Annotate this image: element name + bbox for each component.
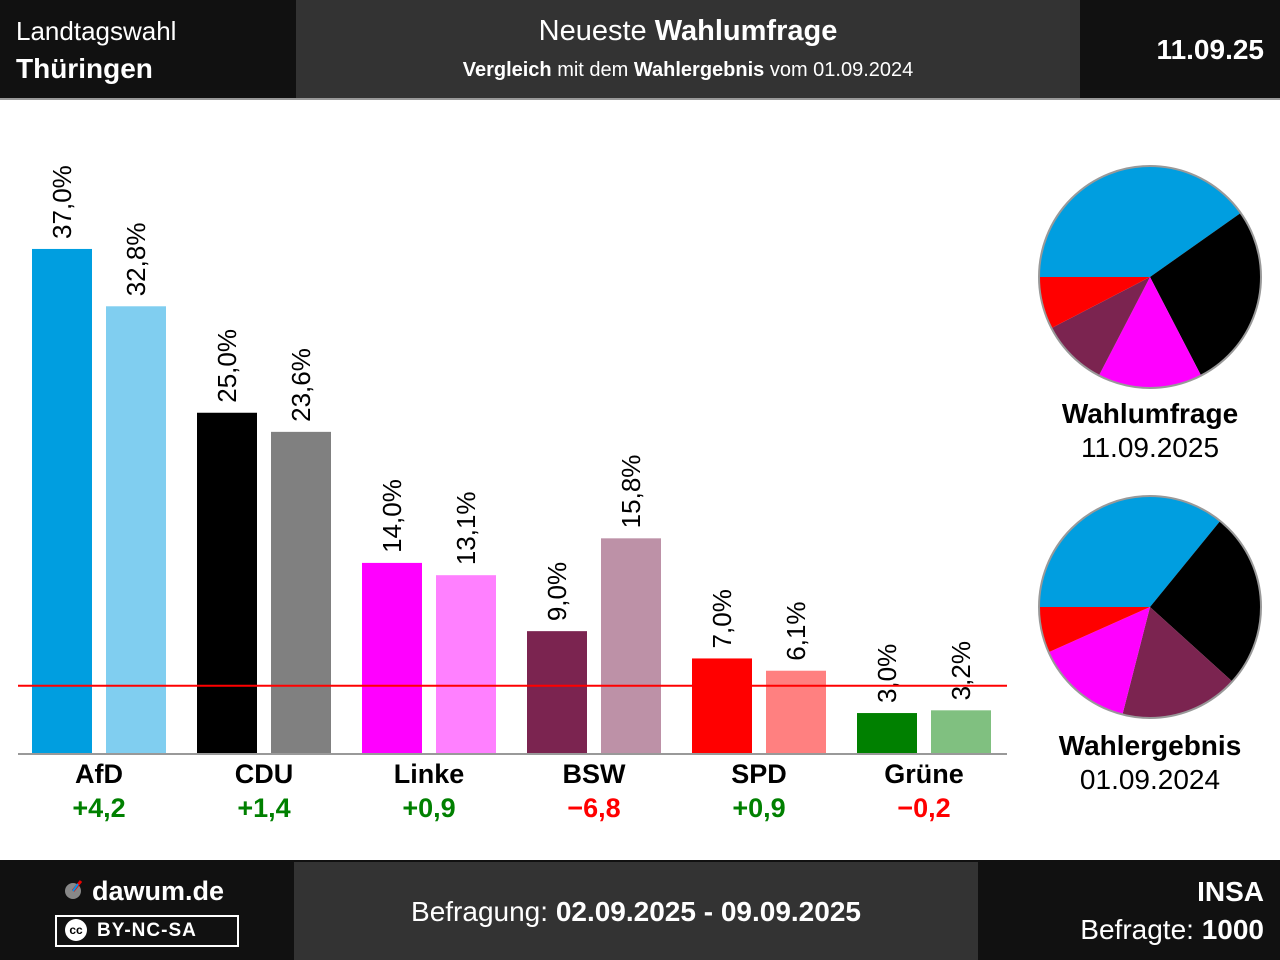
category-label: SPD: [731, 759, 787, 789]
survey-dates: 02.09.2025 - 09.09.2025: [555, 896, 861, 927]
bar-value-label: 3,2%: [946, 641, 976, 700]
header-title: Neueste Wahlumfrage Vergleich mit dem Wa…: [296, 0, 1080, 98]
bar-value-label: 14,0%: [377, 479, 407, 553]
bar-value-label: 37,0%: [47, 165, 77, 239]
cc-icon: cc: [65, 919, 87, 941]
change-label: −6,8: [567, 793, 620, 823]
bar-spd-result: [766, 670, 826, 754]
subtitle-bold2: Wahlergebnis: [633, 59, 765, 81]
bar-value-label: 13,1%: [451, 491, 481, 565]
change-label: +0,9: [402, 793, 455, 823]
pie2-slice-cdu: [1150, 520, 1262, 682]
pie1-slice-afd: [1039, 165, 1241, 277]
title-bold: Wahlumfrage: [654, 15, 838, 47]
bar-linke-result: [436, 575, 496, 754]
pie1-slice-linke: [1098, 277, 1202, 389]
header-right: 11.09.25: [1080, 0, 1280, 98]
page-title: Neueste Wahlumfrage: [296, 15, 1080, 48]
pie2-slice-bsw: [1122, 607, 1233, 718]
bar-grüne-survey: [857, 713, 917, 754]
category-label: BSW: [563, 759, 627, 789]
bar-spd-survey: [692, 658, 752, 754]
bar-value-label: 6,1%: [781, 601, 811, 660]
pie2-date: 01.09.2024: [1079, 764, 1221, 795]
change-label: −0,2: [897, 793, 950, 823]
category-label: Grüne: [884, 759, 964, 789]
pie1-outline: [1038, 165, 1262, 389]
bar-value-label: 32,8%: [121, 223, 151, 297]
bar-cdu-result: [271, 431, 331, 754]
bar-bsw-survey: [527, 631, 587, 754]
category-label: Linke: [394, 759, 465, 789]
change-label: +1,4: [237, 793, 290, 823]
footer-survey: Befragung: 02.09.2025 - 09.09.2025: [294, 862, 978, 960]
pie1-title: Wahlumfrage: [1061, 398, 1239, 429]
license-text: BY-NC-SA: [97, 920, 197, 941]
pie1-slice-spd: [1039, 277, 1150, 329]
bar-afd-survey: [32, 248, 92, 754]
bar-grüne-result: [931, 710, 991, 754]
bar-value-label: 9,0%: [542, 562, 572, 621]
bar-afd-result: [106, 306, 166, 754]
bar-value-label: 23,6%: [286, 348, 316, 422]
bar-value-label: 15,8%: [616, 455, 646, 529]
title-normal: Neueste: [538, 15, 655, 47]
license-badge[interactable]: cc BY-NC-SA: [55, 915, 239, 947]
category-label: CDU: [235, 759, 294, 789]
bar-cdu-survey: [197, 412, 257, 754]
pie2-outline: [1038, 495, 1262, 719]
institute-name: INSA: [1197, 876, 1264, 907]
bar-value-label: 3,0%: [872, 644, 902, 703]
election-type: Landtagswahl: [16, 16, 177, 46]
change-label: +0,9: [732, 793, 785, 823]
dawum-logo-icon: [65, 880, 83, 899]
subtitle-bold1: Vergleich: [462, 59, 552, 81]
bar-linke-survey: [362, 562, 422, 754]
header-divider: [0, 98, 1280, 100]
subtitle-text1: mit dem: [551, 59, 634, 81]
page-subtitle: Vergleich mit dem Wahlergebnis vom 01.09…: [296, 59, 1080, 82]
footer-brand: dawum.de cc BY-NC-SA: [0, 862, 294, 960]
respondents: Befragte: 1000: [1080, 914, 1264, 946]
respondents-count: 1000: [1201, 914, 1264, 945]
header-date: 11.09.25: [1156, 34, 1264, 65]
pie1-date: 11.09.2025: [1080, 432, 1220, 463]
survey-period: Befragung: 02.09.2025 - 09.09.2025: [294, 896, 978, 928]
pie2-slice-spd: [1039, 607, 1150, 653]
header-left: Landtagswahl Thüringen: [0, 0, 296, 98]
brand-link[interactable]: dawum.de: [92, 876, 225, 906]
bar-value-label: 7,0%: [707, 589, 737, 648]
change-label: +4,2: [72, 793, 125, 823]
bar-value-label: 25,0%: [212, 329, 242, 403]
bar-bsw-result: [601, 538, 661, 754]
pie1-slice-bsw: [1051, 277, 1150, 376]
pie2-title: Wahlergebnis: [1058, 730, 1242, 761]
pie1-slice-cdu: [1150, 212, 1262, 376]
bar-chart: 37,0% 32,8% AfD +4,2 25,0% 23,6% CDU +1,4 14,0% 1…: [18, 165, 1262, 823]
survey-label: Befragung:: [411, 896, 556, 927]
category-label: AfD: [75, 759, 123, 789]
pie2-slice-afd: [1039, 495, 1221, 607]
subtitle-text2: vom 01.09.2024: [764, 59, 914, 81]
state-name: Thüringen: [16, 53, 153, 84]
footer-institute: INSA Befragte: 1000: [978, 862, 1280, 960]
respondents-label: Befragte:: [1080, 914, 1202, 945]
